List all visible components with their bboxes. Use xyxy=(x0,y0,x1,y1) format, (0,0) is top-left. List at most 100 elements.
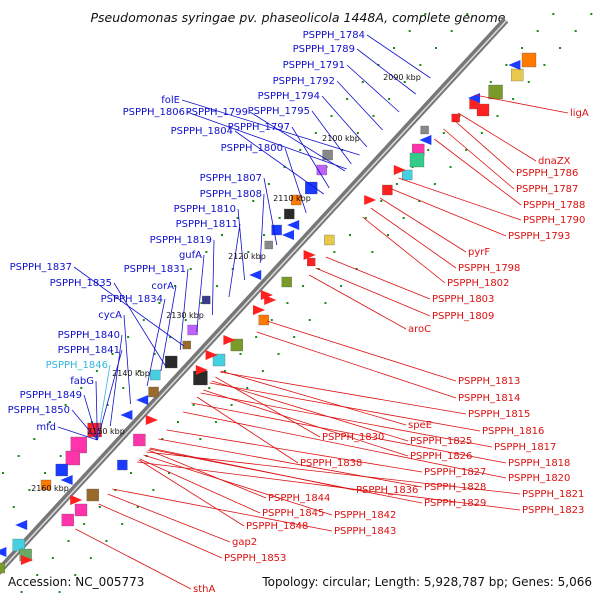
gene-block xyxy=(193,370,208,386)
track-dot xyxy=(361,81,364,83)
track-dot xyxy=(142,319,145,321)
gene-label-left: PSPPH_1837 xyxy=(10,262,72,273)
track-dot xyxy=(302,285,305,287)
backbone-highlight xyxy=(0,19,508,572)
track-dot xyxy=(403,81,406,83)
track-dot xyxy=(395,183,398,185)
track-dot xyxy=(67,540,70,542)
label-layer: 2090 kbp 2100 kbp 2110 kbp 2120 kbp 2130 kbp… xyxy=(8,30,589,595)
track-dot xyxy=(95,370,98,372)
track-dot xyxy=(127,336,130,338)
gene-label-right: PSPPH_1815 xyxy=(468,409,530,420)
gene-block xyxy=(521,52,537,68)
track-dot xyxy=(236,217,239,219)
leader-line xyxy=(228,223,241,298)
gene-block xyxy=(74,503,88,517)
track-dot xyxy=(388,98,391,100)
strand-arrow-icon xyxy=(287,220,300,230)
gene-label-left: PSPPH_1794 xyxy=(258,91,320,102)
strand-arrow-icon xyxy=(393,165,406,175)
strand-arrow-icon xyxy=(282,230,294,240)
track-dot xyxy=(216,285,219,287)
track-dot xyxy=(512,98,515,100)
gene-label-right: PSPPH_1787 xyxy=(516,184,578,195)
leader-line xyxy=(321,95,368,148)
gene-block xyxy=(402,169,413,181)
leader-line xyxy=(474,94,569,114)
track-dot xyxy=(340,285,343,287)
gene-block xyxy=(409,152,425,168)
leader-line xyxy=(458,112,537,162)
leader-line xyxy=(75,528,192,590)
leader-line xyxy=(196,254,205,333)
strand-arrow-icon xyxy=(364,195,377,205)
leader-line xyxy=(443,128,515,190)
track-dot xyxy=(221,234,223,236)
track-dot xyxy=(121,523,124,525)
leader-line xyxy=(256,331,457,399)
gene-label-left: PSPPH_1834 xyxy=(101,294,163,305)
track-dot xyxy=(408,30,411,32)
gene-label-right: PSPPH_1809 xyxy=(432,311,494,322)
track-dot xyxy=(419,64,422,66)
kbp-tick-label: 2120 kbp xyxy=(228,252,266,261)
track-dot xyxy=(89,557,92,559)
gene-block xyxy=(511,68,524,82)
gene-block xyxy=(148,386,159,398)
strand-arrow-icon xyxy=(120,410,133,420)
strand-arrow-icon xyxy=(249,270,262,280)
gene-label-right: PSPPH_1836 xyxy=(356,485,418,496)
gene-block xyxy=(258,314,269,326)
track-dot xyxy=(277,353,280,355)
gene-label-right: ligA xyxy=(570,108,589,119)
track-dot xyxy=(252,200,255,202)
leader-line xyxy=(219,371,467,415)
gene-label-left: PSPPH_1792 xyxy=(273,76,335,87)
track-dot xyxy=(270,319,273,321)
track-dot xyxy=(442,132,445,134)
gene-label-right: dnaZX xyxy=(538,156,571,167)
gene-label-right: PSPPH_1843 xyxy=(334,526,396,537)
track-dot xyxy=(111,353,114,355)
gene-label-right: PSPPH_1825 xyxy=(410,436,472,447)
track-dot xyxy=(64,404,67,406)
leader-line xyxy=(98,503,223,559)
strand-arrow-icon xyxy=(205,350,218,360)
track-dot xyxy=(418,200,421,202)
track-dot xyxy=(231,268,234,270)
leader-line xyxy=(57,426,98,441)
gene-label-right: aroC xyxy=(408,324,431,335)
leader-line xyxy=(123,314,131,405)
track-dot xyxy=(308,319,311,321)
track-dot xyxy=(333,251,336,253)
gene-label-right: PSPPH_1826 xyxy=(410,451,472,462)
gene-label-right: PSPPH_1790 xyxy=(523,215,585,226)
track-dot xyxy=(380,200,383,202)
leader-line xyxy=(196,396,299,464)
leader-line xyxy=(139,458,261,514)
strand-arrow-icon xyxy=(223,335,236,345)
gene-label-left: PSPPH_1800 xyxy=(221,143,283,154)
gene-block xyxy=(305,181,318,195)
track-dot xyxy=(230,404,233,406)
track-dot xyxy=(33,438,36,440)
track-dot xyxy=(2,472,5,474)
leader-line xyxy=(398,177,522,221)
gene-label-left: PSPPH_1807 xyxy=(200,173,262,184)
leader-line xyxy=(220,370,407,426)
leader-line xyxy=(259,193,265,264)
track-dot xyxy=(214,421,217,423)
track-dot xyxy=(299,149,302,151)
track-dot xyxy=(261,370,264,372)
gene-label-left: folE xyxy=(161,95,180,106)
track-dot xyxy=(98,506,101,508)
gene-label-left: PSPPH_1849 xyxy=(20,390,82,401)
gene-label-right: PSPPH_1829 xyxy=(424,498,486,509)
track-dot xyxy=(106,404,109,406)
track-dot xyxy=(314,132,317,134)
gene-label-left: PSPPH_1808 xyxy=(200,189,262,200)
gene-label-right: PSPPH_1814 xyxy=(458,393,520,404)
gene-block xyxy=(70,436,87,454)
track-dot xyxy=(574,30,577,32)
